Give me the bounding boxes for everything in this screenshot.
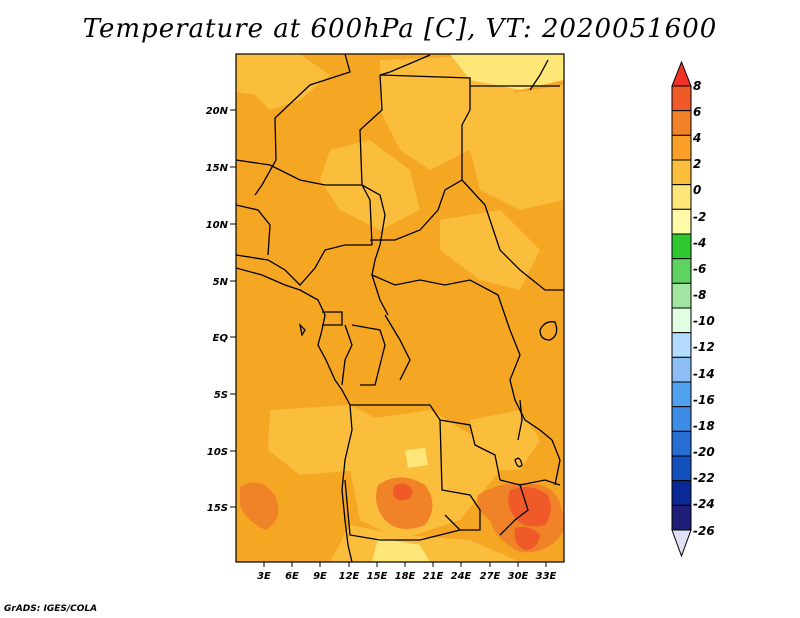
lat-tick-15n: 15N (206, 163, 229, 174)
colorbar-bottom-arrow (671, 529, 692, 558)
chart-title: Temperature at 600hPa [C], VT: 202005160… (82, 14, 718, 44)
map-frame (235, 53, 565, 563)
colorbar-label-minus-12: -12 (693, 340, 715, 354)
lat-tick-eq: EQ (213, 333, 229, 344)
colorbar-cell (671, 307, 692, 334)
colorbar-cell (671, 480, 692, 506)
colorbar-cell (671, 430, 692, 457)
lon-tick-15e: 15E (367, 571, 388, 582)
lon-tick-6e: 6E (285, 571, 299, 582)
colorbar-label-4: 4 (692, 131, 701, 145)
colorbar-cell (671, 258, 692, 284)
lon-tick-33e: 33E (536, 571, 557, 582)
lon-tick-18e: 18E (395, 571, 416, 582)
colorbar-label-minus-24: -24 (693, 497, 715, 511)
lon-axis: 3E 6E 9E 12E 15E 18E 21E 24E 27E 30E 33E (257, 562, 557, 582)
colorbar-label-0: 0 (693, 183, 701, 197)
grads-credit: GrADS: IGES/COLA (4, 604, 98, 614)
colorbar-label-minus-22: -22 (693, 471, 715, 485)
colorbar-top-arrow (671, 60, 692, 87)
lat-tick-10s: 10S (207, 447, 228, 458)
lat-tick-5s: 5S (214, 390, 228, 401)
colorbar-cell (671, 332, 692, 358)
colorbar-label-minus-4: -4 (693, 236, 706, 250)
lon-tick-21e: 21E (423, 571, 444, 582)
colorbar-cell (671, 455, 692, 482)
lon-tick-3e: 3E (257, 571, 271, 582)
country-borders (236, 54, 564, 541)
colorbar-label-minus-14: -14 (693, 367, 715, 381)
coastline (236, 59, 549, 562)
colorbar-cell (671, 282, 692, 309)
colorbar-label-minus-2: -2 (693, 210, 706, 224)
lat-tick-10n: 10N (206, 220, 229, 231)
colorbar-cell (671, 356, 692, 383)
lon-tick-24e: 24E (451, 571, 472, 582)
colorbar-cell (671, 159, 692, 186)
colorbar-cell (671, 233, 692, 260)
colorbar-label-minus-20: -20 (693, 445, 715, 459)
colorbar-cell (671, 110, 692, 136)
lon-tick-27e: 27E (480, 571, 501, 582)
colorbar-cell (671, 85, 692, 112)
lat-tick-5n: 5N (213, 277, 229, 288)
colorbar-cell (671, 381, 692, 408)
colorbar-cell (671, 504, 692, 531)
lon-tick-12e: 12E (339, 571, 360, 582)
colorbar-label-minus-6: -6 (693, 262, 706, 276)
colorbar-label-6: 6 (693, 105, 701, 119)
colorbar-cell (671, 184, 692, 210)
lon-tick-9e: 9E (313, 571, 327, 582)
colorbar-label-2: 2 (693, 157, 701, 171)
lon-tick-30e: 30E (508, 571, 529, 582)
colorbar: 8 6 4 2 0 -2 -4 -6 -8 -10 -12 -14 -16 -1… (671, 60, 715, 558)
lat-tick-15s: 15S (207, 503, 228, 514)
colorbar-cell (671, 208, 692, 235)
colorbar-label-minus-26: -26 (693, 524, 715, 538)
colorbar-cells (671, 85, 692, 531)
colorbar-cell (671, 134, 692, 161)
colorbar-labels: 8 6 4 2 0 -2 -4 -6 -8 -10 -12 -14 -16 -1… (692, 79, 715, 538)
colorbar-label-minus-18: -18 (693, 419, 715, 433)
lat-axis: 20N 15N 10N 5N EQ 5S 10S 15S (206, 106, 236, 514)
colorbar-label-minus-10: -10 (693, 314, 715, 328)
colorbar-cell (671, 406, 692, 432)
colorbar-label-minus-16: -16 (693, 393, 715, 407)
temperature-field (236, 54, 564, 562)
lat-tick-20n: 20N (206, 106, 229, 117)
colorbar-label-minus-8: -8 (693, 288, 706, 302)
colorbar-label-8: 8 (693, 79, 701, 93)
